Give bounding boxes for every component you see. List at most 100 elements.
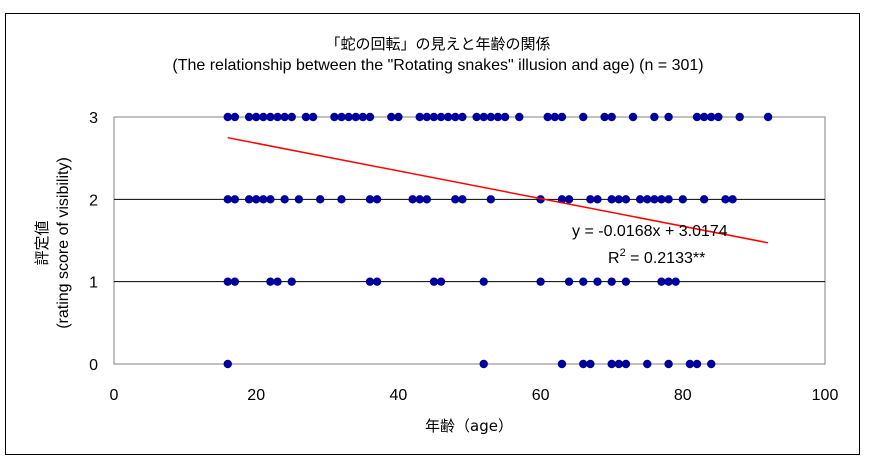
data-point — [621, 195, 631, 204]
y-tick-label: 3 — [89, 110, 98, 127]
data-point — [664, 112, 673, 122]
data-point — [244, 112, 254, 122]
data-point — [579, 112, 588, 122]
data-point — [422, 195, 432, 204]
data-point — [259, 112, 268, 122]
data-point — [436, 112, 446, 122]
r-squared-label: R2 = 0.2133** — [608, 247, 705, 267]
chart-subtitle: (The relationship between the "Rotating … — [172, 57, 704, 74]
data-point — [650, 195, 659, 204]
data-point — [394, 112, 403, 122]
data-point — [593, 195, 602, 204]
data-point — [657, 195, 666, 204]
data-point — [301, 112, 311, 122]
data-point — [472, 112, 481, 122]
data-point — [244, 195, 254, 204]
data-point — [493, 112, 503, 122]
data-point — [273, 112, 282, 122]
data-point — [273, 277, 282, 286]
data-point — [579, 277, 588, 286]
data-point — [443, 112, 453, 122]
data-point — [678, 195, 687, 204]
data-point — [614, 195, 624, 204]
x-tick-label: 20 — [247, 387, 265, 404]
x-tick-label: 60 — [532, 387, 550, 404]
data-point — [664, 277, 673, 286]
data-point — [230, 195, 240, 204]
data-point — [500, 112, 510, 122]
data-point — [308, 112, 318, 122]
x-tick-label: 80 — [674, 387, 692, 404]
data-point — [458, 195, 467, 204]
y-tick-label: 1 — [89, 275, 98, 292]
r-squared-r: R — [608, 250, 620, 267]
data-point — [451, 112, 460, 122]
data-point — [564, 195, 574, 204]
data-point — [330, 112, 339, 122]
data-point — [436, 277, 446, 286]
data-point — [735, 112, 744, 122]
data-point — [344, 112, 353, 122]
data-point — [614, 359, 624, 369]
data-point — [763, 112, 773, 122]
data-point — [685, 359, 695, 369]
chart-frame — [5, 13, 860, 455]
data-point — [635, 195, 645, 204]
data-point — [692, 112, 702, 122]
data-point — [315, 195, 325, 204]
data-point — [607, 359, 616, 369]
grid-lines — [114, 198, 825, 283]
data-point — [280, 112, 289, 122]
data-point — [252, 112, 261, 122]
tick-labels: 0 1 2 3 0 20 40 60 80 100 — [89, 110, 838, 404]
data-point — [266, 277, 275, 286]
data-point — [294, 195, 304, 204]
data-point — [223, 277, 232, 286]
data-point — [479, 112, 488, 122]
trendline — [227, 136, 769, 244]
chart-title: 「蛇の回転」の見えと年齢の関係 — [325, 35, 551, 53]
r-squared-sup: 2 — [620, 247, 626, 259]
data-point — [707, 112, 716, 122]
data-point — [643, 195, 652, 204]
data-point — [280, 195, 289, 204]
data-point — [372, 277, 382, 286]
data-point — [664, 195, 673, 204]
r-squared-value: = 0.2133** — [626, 250, 706, 267]
data-point — [266, 112, 275, 122]
data-point — [607, 277, 616, 286]
data-point — [365, 277, 375, 286]
x-tick-label: 0 — [110, 387, 119, 404]
data-point — [337, 195, 346, 204]
data-point — [593, 277, 602, 286]
data-point — [628, 112, 638, 122]
data-point — [266, 195, 275, 204]
trendline-group — [227, 136, 769, 244]
data-point — [536, 195, 545, 204]
plot-area — [113, 116, 826, 365]
data-point — [479, 359, 488, 369]
data-point — [372, 195, 382, 204]
y-tick-label: 2 — [89, 192, 98, 209]
x-axis-title: 年齢（age） — [425, 417, 513, 435]
data-point — [650, 112, 659, 122]
data-point — [415, 195, 424, 204]
data-point — [543, 112, 552, 122]
data-point — [429, 112, 439, 122]
data-point — [223, 112, 232, 122]
data-point — [536, 277, 545, 286]
data-point — [579, 359, 588, 369]
data-point — [607, 112, 616, 122]
data-point — [692, 359, 702, 369]
data-point — [557, 195, 567, 204]
data-point — [621, 359, 631, 369]
data-point — [365, 112, 375, 122]
data-point — [607, 195, 616, 204]
data-point — [486, 195, 496, 204]
data-point — [252, 195, 261, 204]
data-point — [415, 112, 424, 122]
data-point — [699, 112, 709, 122]
data-point — [486, 112, 496, 122]
data-point — [664, 359, 673, 369]
